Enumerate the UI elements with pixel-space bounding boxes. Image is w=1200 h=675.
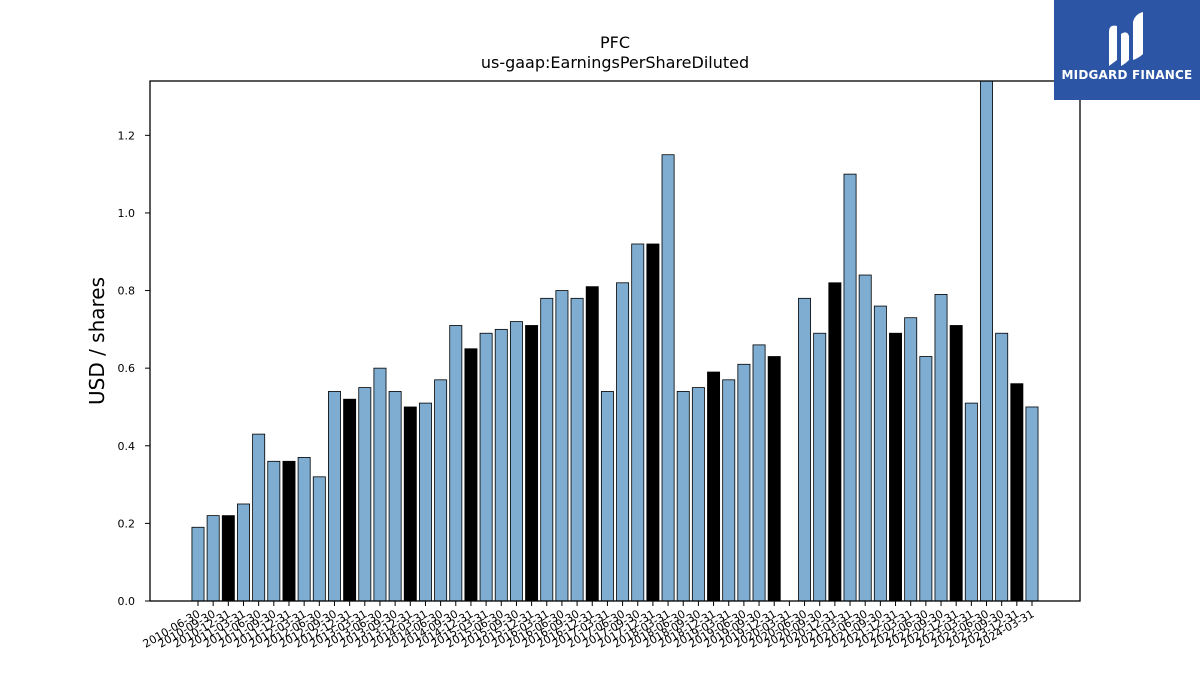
bar-2020-06-30 xyxy=(798,297,812,602)
bar-2024-03-31 xyxy=(1025,406,1039,602)
bars xyxy=(191,80,1039,602)
y-tick-label: 0.0 xyxy=(118,595,136,608)
bar-2023-09-30 xyxy=(995,332,1009,602)
bar-2011-03-31 xyxy=(237,503,250,602)
y-tick-label: 0.6 xyxy=(118,362,136,375)
bar-2017-06-30 xyxy=(616,282,630,602)
bar-2010-09-30 xyxy=(206,515,220,602)
bar-2016-03-31 xyxy=(540,297,554,602)
bar-2018-06-30 xyxy=(676,391,690,602)
bar-2018-09-30 xyxy=(691,387,705,602)
bar-2016-06-30 xyxy=(555,290,569,602)
y-tick-label: 0.2 xyxy=(118,517,136,530)
y-axis-label: USD / shares xyxy=(85,277,109,405)
chart-title: PFC xyxy=(600,33,630,52)
y-axis-ticks: 0.0 0.2 0.4 0.6 0.8 1.0 1.2 xyxy=(118,129,150,608)
x-axis-ticks: 2010-06-302010-09-302010-12-312011-03-31… xyxy=(141,601,1037,651)
bar-2021-06-30 xyxy=(858,274,872,602)
bar-2017-12-31 xyxy=(646,243,660,602)
bar-2022-09-30 xyxy=(934,294,948,602)
bar-2022-03-31 xyxy=(904,317,918,602)
bar-2015-03-31 xyxy=(479,332,493,602)
bar-2013-09-30 xyxy=(388,391,402,602)
bar-2021-12-31 xyxy=(889,332,902,602)
y-tick-label: 0.4 xyxy=(118,440,136,453)
bar-2022-06-30 xyxy=(919,356,933,602)
bar-2010-06-30 xyxy=(191,526,205,602)
bar-2014-06-30 xyxy=(434,379,448,602)
bar-2015-12-31 xyxy=(525,325,539,602)
bar-2023-03-31 xyxy=(964,402,978,602)
bar-2022-12-31 xyxy=(949,325,963,602)
bar-2021-09-30 xyxy=(873,305,887,602)
bar-2013-03-31 xyxy=(358,387,372,602)
bar-2014-12-31 xyxy=(464,348,478,602)
bar-2013-12-31 xyxy=(403,406,417,602)
y-tick-label: 1.0 xyxy=(118,207,136,220)
bar-2011-12-31 xyxy=(282,460,296,602)
bar-2020-09-30 xyxy=(813,332,827,602)
bar-2011-09-30 xyxy=(267,460,281,602)
bar-2019-12-31 xyxy=(767,356,781,602)
bar-2013-06-30 xyxy=(373,367,387,602)
plot-frame xyxy=(149,80,1081,602)
bar-2017-09-30 xyxy=(631,243,645,602)
logo-text: MIDGARD FINANCE xyxy=(1061,68,1193,82)
bar-2019-03-31 xyxy=(722,379,736,602)
bar-2012-12-31 xyxy=(343,398,357,602)
y-tick-label: 0.8 xyxy=(118,285,136,298)
bar-2016-12-31 xyxy=(585,286,599,602)
bar-2012-09-30 xyxy=(328,391,341,602)
bar-2016-09-30 xyxy=(570,297,584,602)
bar-2023-06-30 xyxy=(980,80,993,602)
bar-2018-12-31 xyxy=(707,371,721,602)
bar-2015-06-30 xyxy=(494,328,508,602)
bar-2014-03-31 xyxy=(418,402,432,602)
midgard-finance-logo: MIDGARD FINANCE xyxy=(1054,0,1200,100)
y-tick-label: 1.2 xyxy=(118,129,136,142)
bar-2021-03-31 xyxy=(843,173,857,602)
bar-2010-12-31 xyxy=(221,515,235,602)
bar-2020-12-31 xyxy=(828,282,842,602)
bar-2015-09-30 xyxy=(509,321,523,602)
bar-2012-06-30 xyxy=(312,476,326,602)
bar-2019-09-30 xyxy=(752,344,766,602)
bar-2012-03-31 xyxy=(297,457,311,602)
bar-2023-12-31 xyxy=(1010,383,1024,602)
bar-2017-03-31 xyxy=(600,391,614,602)
chart-subtitle: us-gaap:EarningsPerShareDiluted xyxy=(481,53,749,72)
midgard-logo-icon xyxy=(1109,12,1143,67)
bar-2018-03-31 xyxy=(661,154,675,602)
bar-2019-06-30 xyxy=(737,363,751,602)
bar-2011-06-30 xyxy=(252,433,266,602)
bar-2014-09-30 xyxy=(449,325,463,602)
